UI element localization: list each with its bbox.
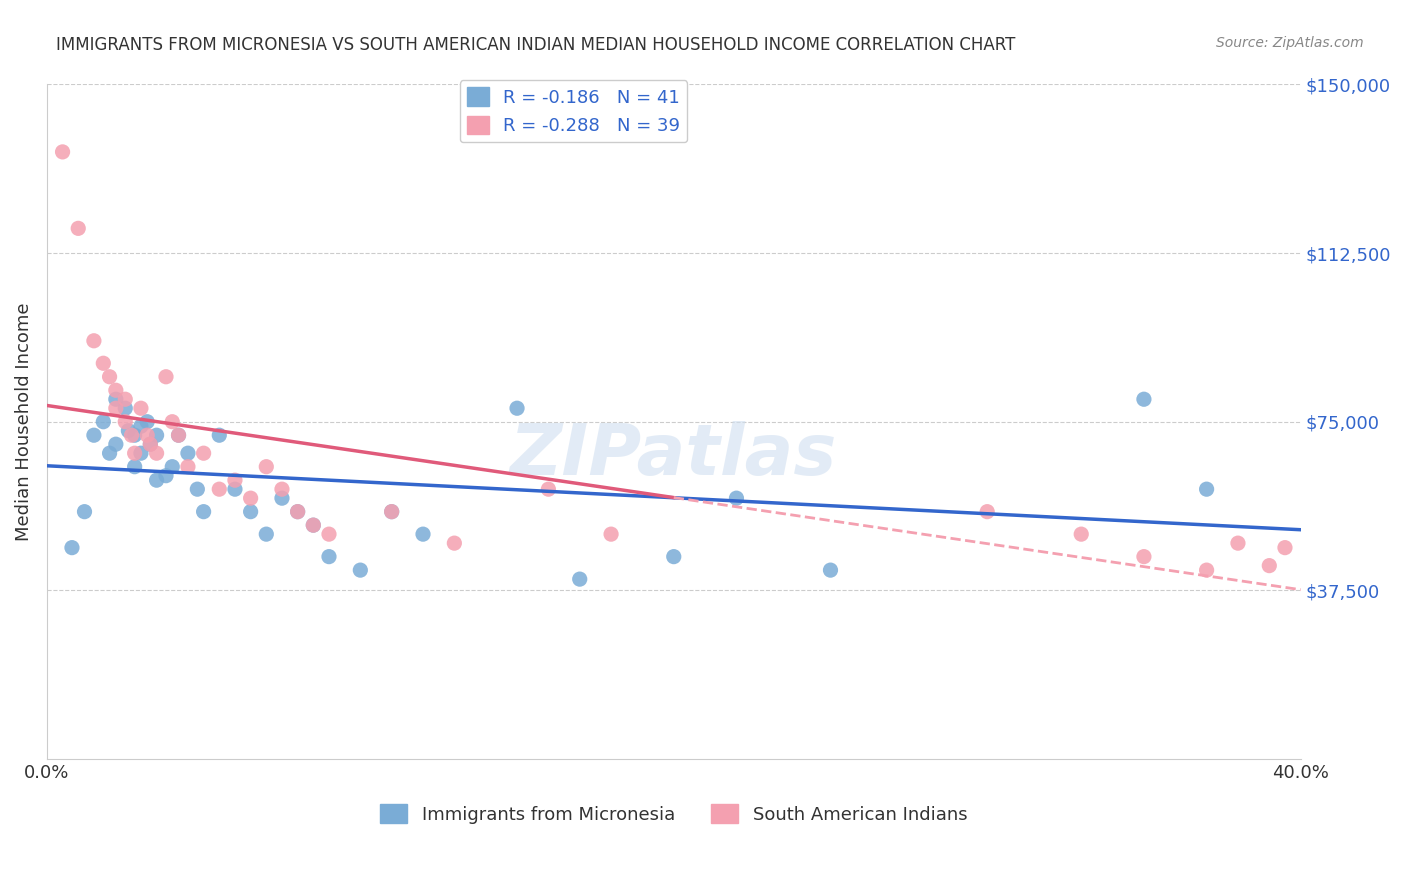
Point — [104, 437, 127, 451]
Point — [136, 428, 159, 442]
Point — [51, 145, 73, 159]
Point — [104, 383, 127, 397]
Point — [976, 505, 998, 519]
Point — [1070, 527, 1092, 541]
Point — [820, 563, 842, 577]
Point — [271, 482, 294, 496]
Point — [208, 428, 231, 442]
Point — [98, 446, 121, 460]
Point — [73, 505, 96, 519]
Point — [193, 505, 215, 519]
Point — [104, 401, 127, 416]
Point — [381, 505, 404, 519]
Point — [224, 473, 246, 487]
Point — [167, 428, 190, 442]
Point — [600, 527, 623, 541]
Point — [114, 401, 136, 416]
Point — [1226, 536, 1249, 550]
Point — [167, 428, 190, 442]
Point — [145, 428, 167, 442]
Point — [83, 334, 105, 348]
Point — [208, 482, 231, 496]
Point — [91, 415, 114, 429]
Point — [162, 459, 184, 474]
Text: ZIPatlas: ZIPatlas — [510, 421, 838, 490]
Point — [381, 505, 404, 519]
Point — [162, 415, 184, 429]
Point — [287, 505, 309, 519]
Point — [114, 392, 136, 407]
Point — [239, 505, 262, 519]
Point — [254, 527, 277, 541]
Point — [1195, 482, 1218, 496]
Point — [568, 572, 591, 586]
Point — [177, 446, 200, 460]
Point — [139, 437, 162, 451]
Point — [1274, 541, 1296, 555]
Point — [145, 473, 167, 487]
Point — [506, 401, 529, 416]
Point — [1133, 392, 1156, 407]
Point — [349, 563, 371, 577]
Point — [287, 505, 309, 519]
Point — [318, 527, 340, 541]
Point — [443, 536, 465, 550]
Point — [124, 446, 146, 460]
Text: Source: ZipAtlas.com: Source: ZipAtlas.com — [1216, 36, 1364, 50]
Point — [412, 527, 434, 541]
Point — [1258, 558, 1281, 573]
Point — [60, 541, 83, 555]
Point — [193, 446, 215, 460]
Point — [139, 437, 162, 451]
Point — [117, 424, 139, 438]
Point — [1133, 549, 1156, 564]
Point — [302, 518, 325, 533]
Point — [224, 482, 246, 496]
Y-axis label: Median Household Income: Median Household Income — [15, 302, 32, 541]
Point — [67, 221, 90, 235]
Point — [129, 446, 152, 460]
Point — [136, 415, 159, 429]
Point — [104, 392, 127, 407]
Point — [155, 369, 177, 384]
Point — [302, 518, 325, 533]
Point — [114, 415, 136, 429]
Point — [83, 428, 105, 442]
Legend: Immigrants from Micronesia, South American Indians: Immigrants from Micronesia, South Americ… — [373, 797, 974, 831]
Point — [145, 446, 167, 460]
Point — [91, 356, 114, 370]
Point — [318, 549, 340, 564]
Point — [186, 482, 208, 496]
Point — [124, 428, 146, 442]
Text: IMMIGRANTS FROM MICRONESIA VS SOUTH AMERICAN INDIAN MEDIAN HOUSEHOLD INCOME CORR: IMMIGRANTS FROM MICRONESIA VS SOUTH AMER… — [56, 36, 1015, 54]
Point — [239, 491, 262, 505]
Point — [129, 419, 152, 434]
Point — [129, 401, 152, 416]
Point — [254, 459, 277, 474]
Point — [124, 459, 146, 474]
Point — [121, 428, 143, 442]
Point — [1195, 563, 1218, 577]
Point — [155, 468, 177, 483]
Point — [537, 482, 560, 496]
Point — [98, 369, 121, 384]
Point — [271, 491, 294, 505]
Point — [662, 549, 685, 564]
Point — [725, 491, 748, 505]
Point — [177, 459, 200, 474]
